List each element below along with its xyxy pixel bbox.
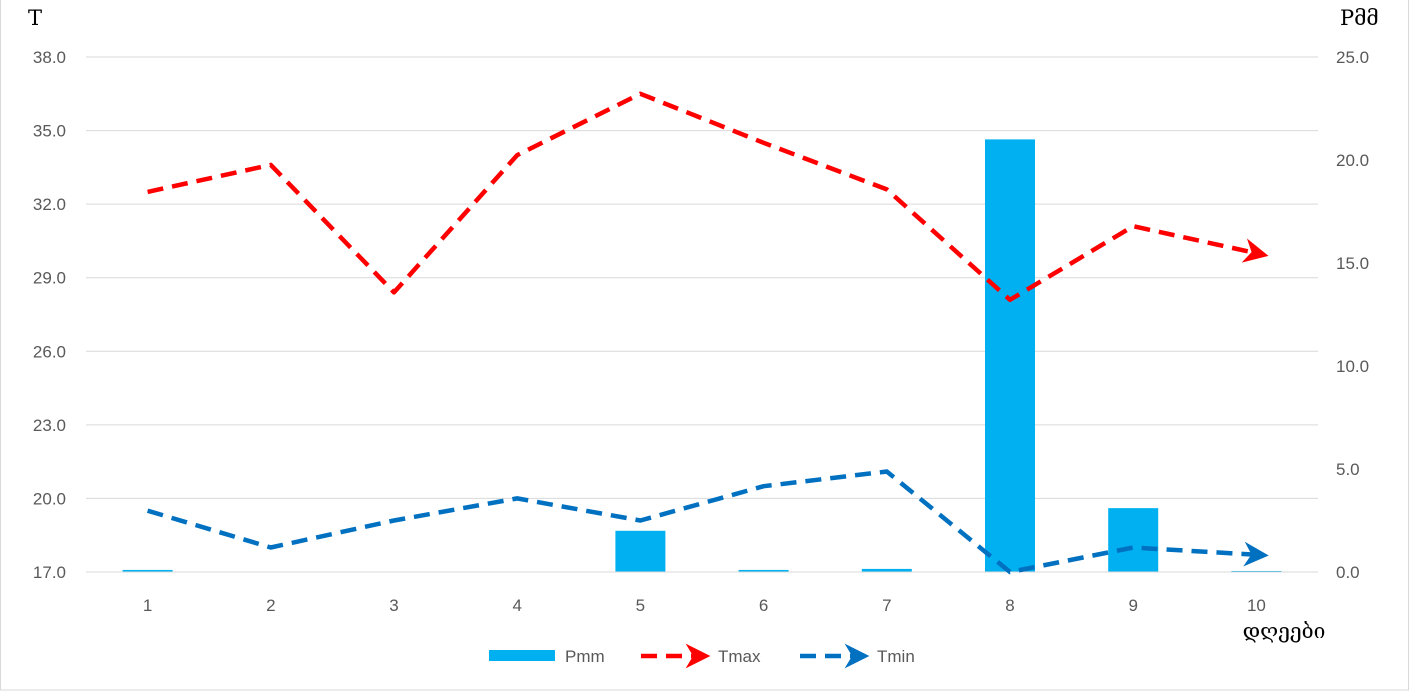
y2-tick-label: 5.0 bbox=[1336, 460, 1360, 479]
bar-pmm bbox=[738, 569, 789, 572]
legend-label-tmax: Tmax bbox=[718, 647, 761, 666]
bar-pmm bbox=[861, 568, 912, 572]
bar-pmm bbox=[615, 530, 666, 572]
legend-label-pmm: Pmm bbox=[565, 647, 605, 666]
x-tick-label: 9 bbox=[1128, 596, 1137, 615]
bar-pmm bbox=[985, 139, 1035, 572]
y-tick-label: 29.0 bbox=[33, 269, 66, 288]
legend-swatch-pmm bbox=[489, 650, 555, 661]
y2-axis-title: Pმმ bbox=[1340, 6, 1379, 30]
x-tick-label: 6 bbox=[759, 596, 768, 615]
y2-tick-label: 15.0 bbox=[1336, 254, 1369, 273]
bar-pmm bbox=[1108, 508, 1159, 572]
x-tick-label: 7 bbox=[882, 596, 891, 615]
legend-label-tmin: Tmin bbox=[877, 647, 915, 666]
y2-tick-label: 25.0 bbox=[1336, 48, 1369, 67]
right-axis-ticks: 0.0 5.0 10.0 15.0 20.0 25.0 bbox=[1336, 48, 1369, 582]
x-tick-label: 2 bbox=[266, 596, 275, 615]
bar-pmm bbox=[1231, 570, 1282, 572]
y-axis-title: T bbox=[28, 6, 42, 30]
y-tick-label: 26.0 bbox=[33, 342, 66, 361]
y-tick-label: 17.0 bbox=[33, 563, 66, 582]
x-tick-label: 3 bbox=[389, 596, 398, 615]
x-tick-label: 8 bbox=[1005, 596, 1014, 615]
y-tick-label: 32.0 bbox=[33, 195, 66, 214]
y2-tick-label: 10.0 bbox=[1336, 357, 1369, 376]
left-axis-ticks: 17.0 20.0 23.0 26.0 29.0 32.0 35.0 38.0 bbox=[33, 48, 66, 582]
line-series bbox=[146, 91, 1269, 575]
x-axis-ticks: 1 2 3 4 5 6 7 8 9 10 bbox=[143, 596, 1266, 615]
x-tick-label: 5 bbox=[636, 596, 645, 615]
y2-tick-label: 20.0 bbox=[1336, 151, 1369, 170]
x-axis-title: დღეები bbox=[1243, 619, 1326, 643]
x-tick-label: 1 bbox=[143, 596, 152, 615]
legend: Pmm Tmax Tmin bbox=[489, 643, 915, 669]
x-tick-label: 10 bbox=[1247, 596, 1266, 615]
y-tick-label: 23.0 bbox=[33, 416, 66, 435]
y2-tick-label: 0.0 bbox=[1336, 563, 1360, 582]
gridlines bbox=[86, 56, 1318, 499]
y-tick-label: 38.0 bbox=[33, 48, 66, 67]
y-tick-label: 20.0 bbox=[33, 489, 66, 508]
x-tick-label: 4 bbox=[512, 596, 521, 615]
line-tmax bbox=[147, 91, 1269, 303]
bar-series-pmm bbox=[122, 139, 1282, 572]
line-tmin bbox=[146, 469, 1269, 575]
y-tick-label: 35.0 bbox=[33, 122, 66, 141]
bar-pmm bbox=[122, 569, 173, 572]
